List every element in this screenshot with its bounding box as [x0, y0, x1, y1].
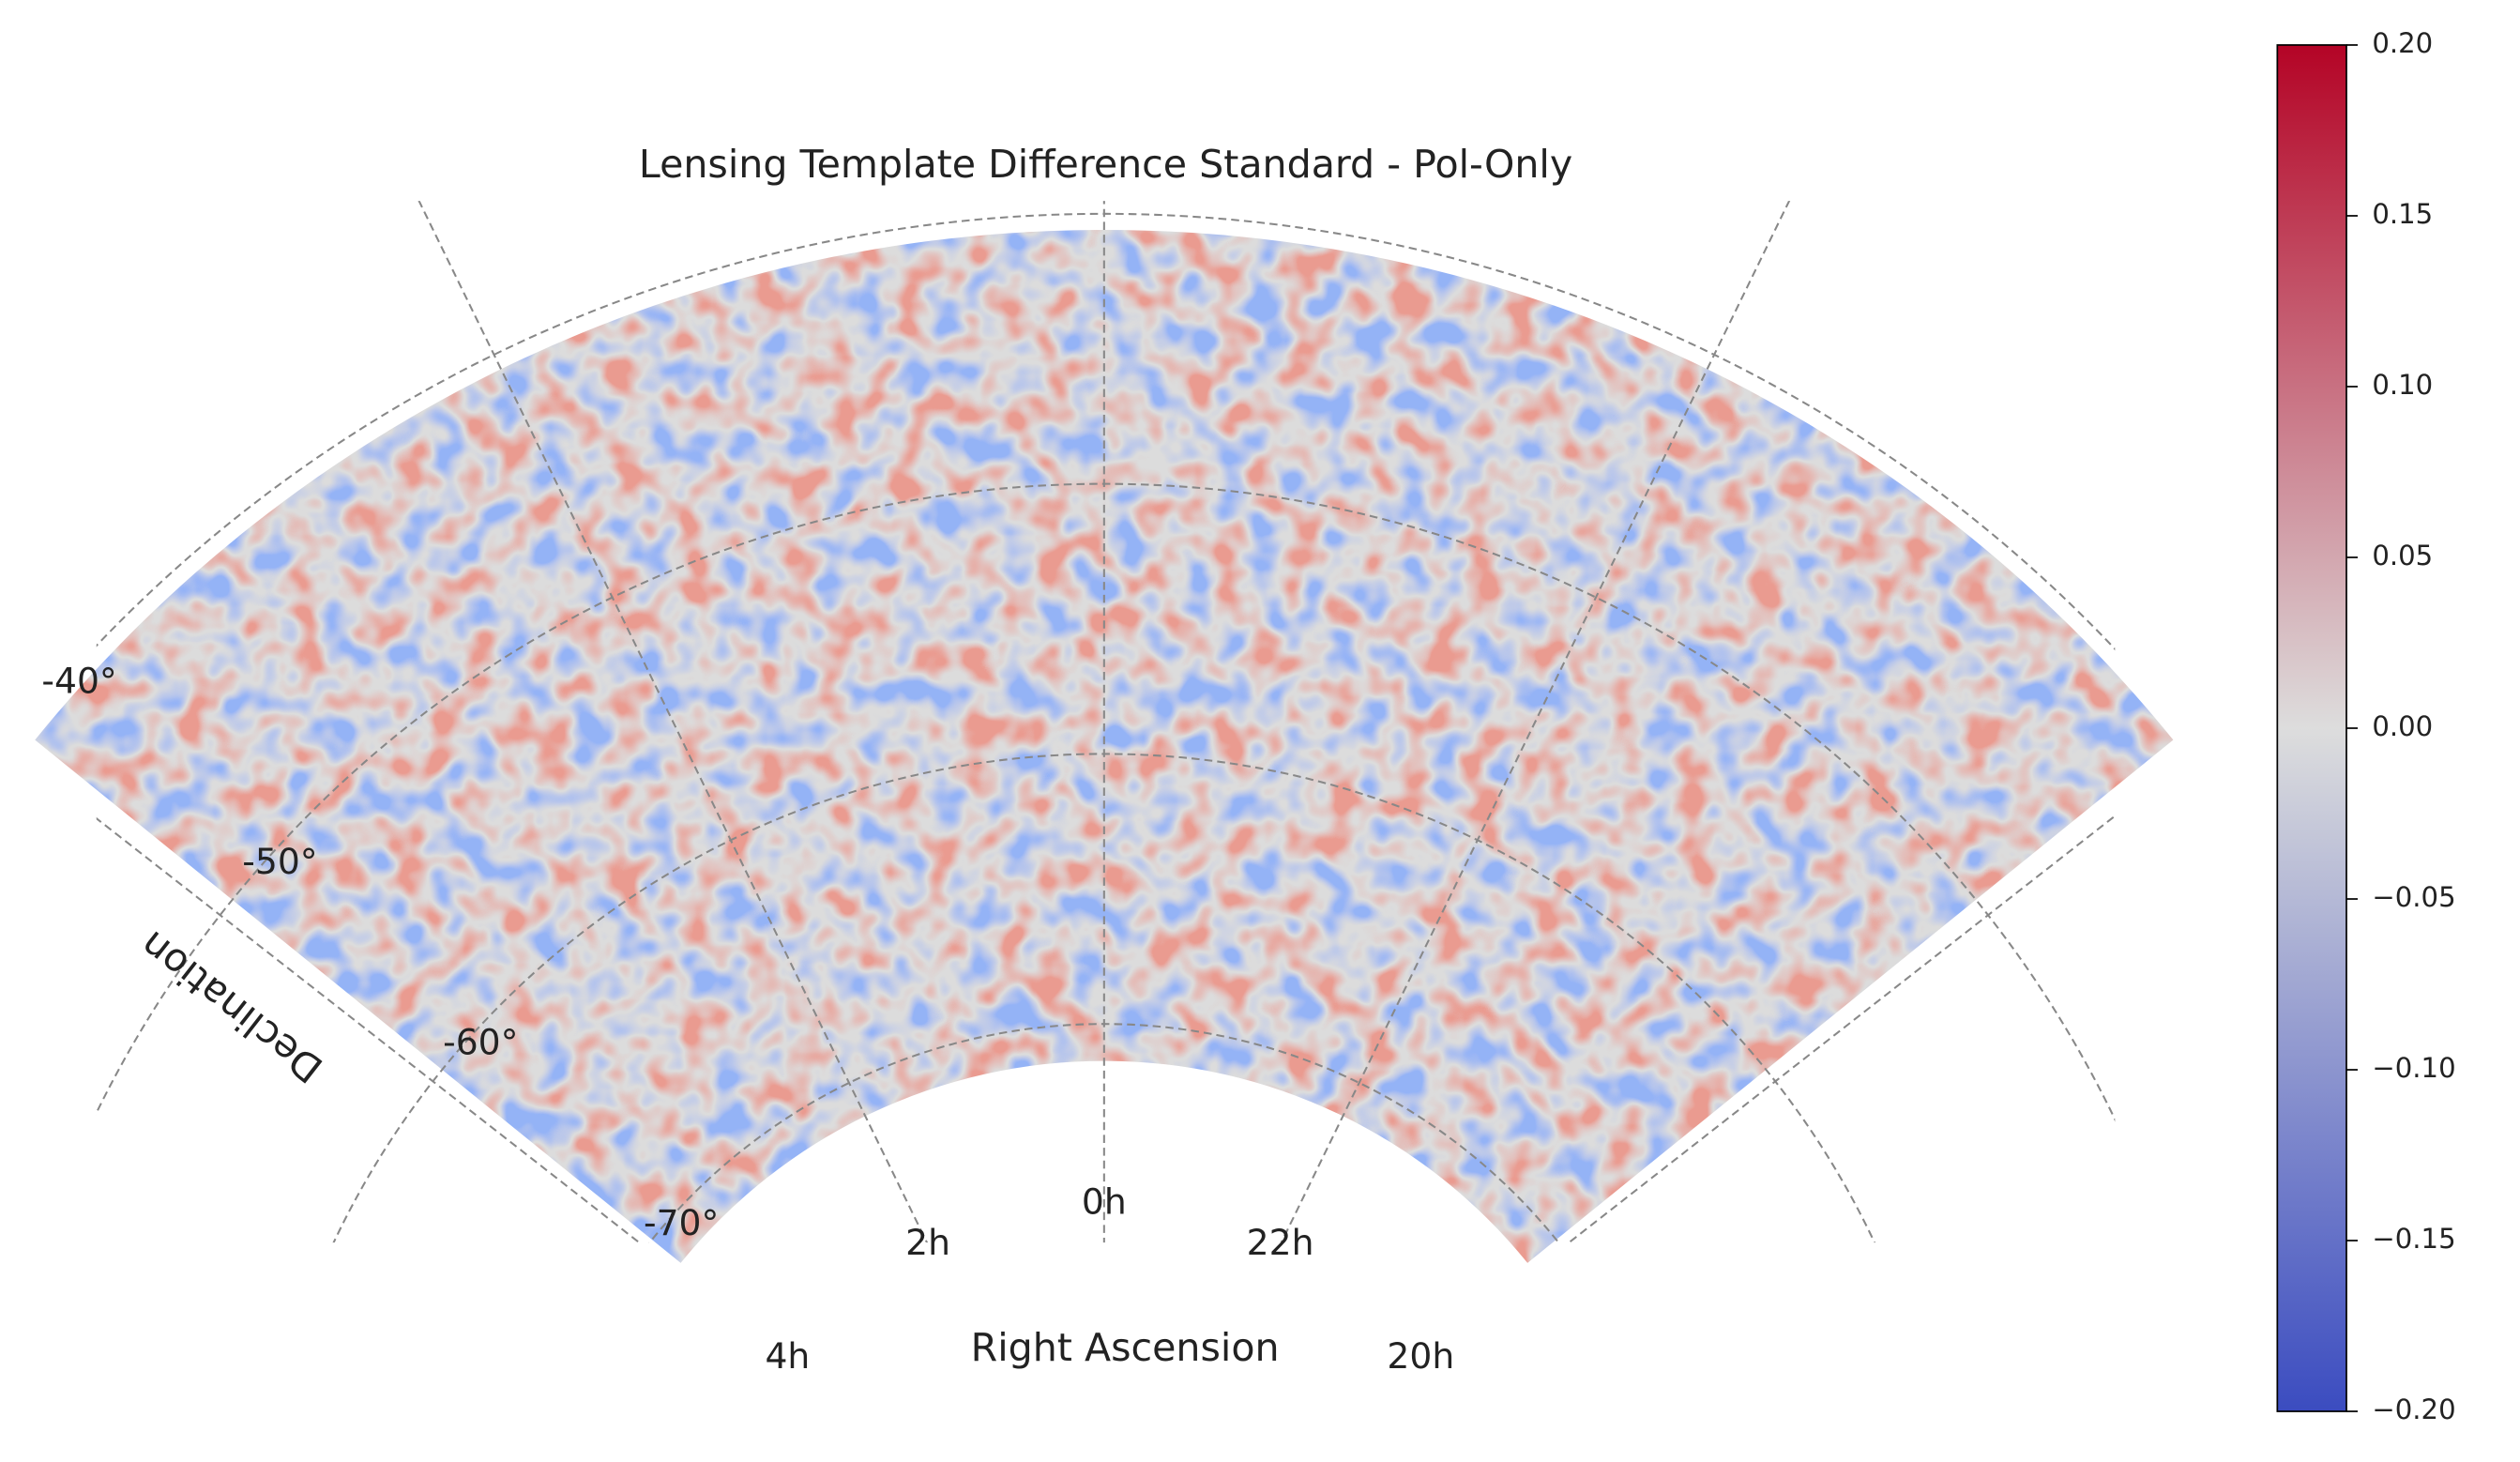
x-tick-label: 20h: [1387, 1335, 1454, 1377]
colorbar-tick-label: −0.05: [2372, 881, 2455, 913]
colorbar-tick-label: −0.20: [2372, 1393, 2455, 1425]
y-tick-label: -50°: [242, 841, 317, 882]
map-field: [35, 229, 2174, 1263]
colorbar-tick-label: 0.05: [2372, 540, 2433, 571]
ra-grid-line: [96, 816, 641, 1243]
sky-map: [35, 229, 2174, 1263]
x-tick-label: 22h: [1247, 1222, 1314, 1263]
x-axis-label: Right Ascension: [971, 1325, 1280, 1370]
ra-grid-line: [1567, 815, 2116, 1243]
ra-grid-line: [1280, 201, 1791, 1243]
colorbar-tick-label: 0.15: [2372, 198, 2433, 230]
colorbar-tick-label: −0.15: [2372, 1223, 2455, 1255]
x-tick-label: 2h: [905, 1222, 950, 1263]
colorbar-tick-label: 0.20: [2372, 27, 2433, 59]
colorbar: [2276, 44, 2347, 1412]
y-tick-label: -60°: [443, 1021, 518, 1062]
y-tick-label: -70°: [644, 1202, 719, 1243]
ra-grid-line: [417, 201, 929, 1243]
chart-title: Lensing Template Difference Standard - P…: [639, 142, 1572, 187]
y-tick-label: -40°: [41, 660, 116, 701]
colorbar-tick-label: 0.10: [2372, 369, 2433, 401]
colorbar-tick-label: 0.00: [2372, 710, 2433, 742]
x-tick-label: 4h: [765, 1335, 810, 1377]
colorbar-tick-label: −0.10: [2372, 1052, 2455, 1084]
x-tick-label: 0h: [1082, 1181, 1127, 1223]
